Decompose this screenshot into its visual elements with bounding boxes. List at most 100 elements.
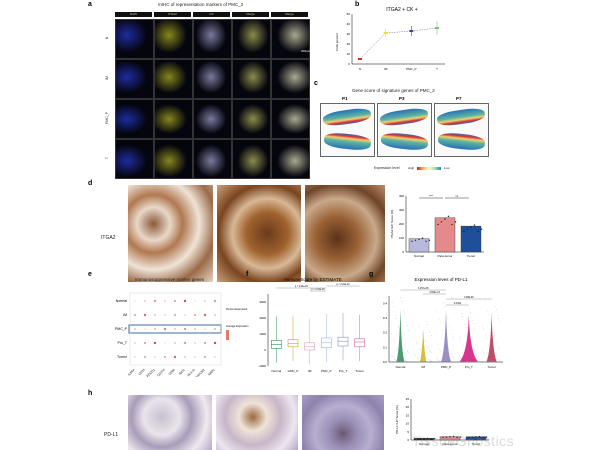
x-tick-label: Normal: [419, 442, 429, 446]
data-dot: [426, 437, 429, 439]
cell-point: [498, 346, 499, 347]
data-dot: [428, 239, 431, 241]
expression-dot: [184, 356, 186, 358]
p-value-label: p < 2.22e-16: [312, 288, 326, 291]
column-header-ck: CK: [193, 12, 230, 17]
cell-point: [482, 361, 483, 362]
violin-im: [420, 329, 427, 362]
cell-point: [421, 334, 423, 336]
cell-point: [473, 348, 475, 350]
cell-point: [391, 354, 392, 356]
tissue-section: [436, 106, 486, 128]
cell-point: [393, 339, 394, 341]
cell-point: [460, 357, 462, 358]
cell-point: [499, 348, 500, 349]
row-label-tumor: Tumor: [117, 355, 128, 359]
cell-point: [488, 313, 489, 315]
cell-point: [473, 323, 475, 324]
ihc-image-normal: [128, 185, 213, 282]
cell-point: [465, 326, 467, 328]
cell-point: [484, 353, 485, 355]
cell-point: [436, 342, 438, 344]
expression-dot: [154, 328, 156, 330]
cell-point: [407, 361, 408, 363]
gene-label-nrp1: NRP1: [207, 368, 216, 377]
cell-point: [414, 361, 416, 363]
y-tick-label: 3000: [259, 300, 266, 304]
cell-point: [426, 323, 428, 325]
mihc-image: [193, 99, 232, 139]
data-point: [358, 58, 362, 60]
cell-point: [495, 306, 496, 307]
y-axis-label: Cells percent: [335, 33, 339, 51]
mihc-image: [232, 99, 271, 139]
panel-e-title: Immunosuppressive marker genes: [135, 277, 205, 282]
p-value-label: 3.27E4: [454, 303, 462, 305]
cell-point: [447, 318, 449, 319]
mihc-image: [232, 19, 271, 59]
legend-percent-title: Percent Expressed: [226, 308, 248, 311]
x-tick-label: IM: [308, 369, 312, 373]
cell-point: [467, 361, 469, 363]
data-dot: [425, 240, 427, 243]
cell-point: [497, 315, 498, 316]
data-dot: [482, 436, 484, 439]
cell-point: [459, 355, 461, 356]
cell-point: [407, 351, 408, 352]
cell-point: [439, 322, 441, 324]
row-label-t: T: [105, 156, 109, 160]
panel-c-label: c: [314, 80, 318, 87]
cell-point: [484, 361, 485, 363]
expression-dot: [184, 328, 186, 330]
cell-point: [413, 354, 415, 355]
cell-point: [414, 355, 416, 356]
cell-point: [461, 313, 463, 314]
expression-dot: [194, 314, 196, 316]
row-label-im: IM: [105, 76, 109, 80]
cell-point: [430, 335, 432, 337]
y-tick-label: 0: [348, 62, 350, 66]
cell-point: [485, 335, 486, 337]
cell-point: [428, 359, 430, 361]
expression-dot: [154, 356, 156, 358]
cell-point: [443, 302, 445, 303]
p-value-label: 3.843e-13: [429, 292, 440, 294]
y-tick-label: 0.1: [383, 345, 388, 349]
data-dot: [419, 437, 422, 440]
cell-point: [424, 341, 426, 343]
p-value-label: 3.00E-09: [464, 297, 474, 299]
mihc-image: [232, 139, 271, 179]
y-axis-label: ITGA2 IHC Score (%): [390, 210, 394, 239]
cell-point: [446, 315, 448, 316]
data-point: [383, 32, 388, 34]
chart-e: Normal IM PMC_P Pro_T Tumor IL2RA CD33 PDCD1 CD2…: [115, 292, 249, 377]
cell-point: [483, 352, 484, 353]
gene-label-havcr2: HAVCR2: [194, 368, 206, 377]
box-im: [304, 342, 315, 351]
chart-f-title: ImmuneScore by ESTIMATE: [284, 277, 341, 282]
mihc-image: [154, 59, 193, 99]
expression-dot: [183, 299, 187, 303]
expression-dot: [134, 300, 136, 302]
cell-point: [423, 339, 425, 341]
cell-point: [449, 326, 451, 328]
p-value-label: p < 2.22e-16: [295, 285, 309, 288]
watermark: TissueGnostics: [412, 433, 515, 449]
sample-label-p1: P1: [342, 96, 348, 101]
expression-dot: [203, 313, 207, 317]
cell-point: [493, 332, 494, 333]
expression-dot: [164, 314, 166, 316]
gene-label-cd86: CD86: [167, 368, 175, 376]
cell-point: [438, 319, 440, 321]
cell-point: [493, 361, 494, 363]
cell-point: [497, 358, 498, 360]
chart-g: Expression leves of PD-L1 0.0 0.1 0.2 0.3 0.4…: [383, 277, 503, 369]
box-pro_t: [337, 336, 349, 347]
expression-dot: [144, 300, 146, 302]
cell-point: [436, 310, 438, 312]
cell-point: [417, 324, 419, 326]
data-dot: [433, 437, 436, 440]
x-tick-label: Pro_T: [339, 369, 347, 373]
cell-point: [399, 329, 400, 330]
mihc-image: [193, 59, 232, 99]
